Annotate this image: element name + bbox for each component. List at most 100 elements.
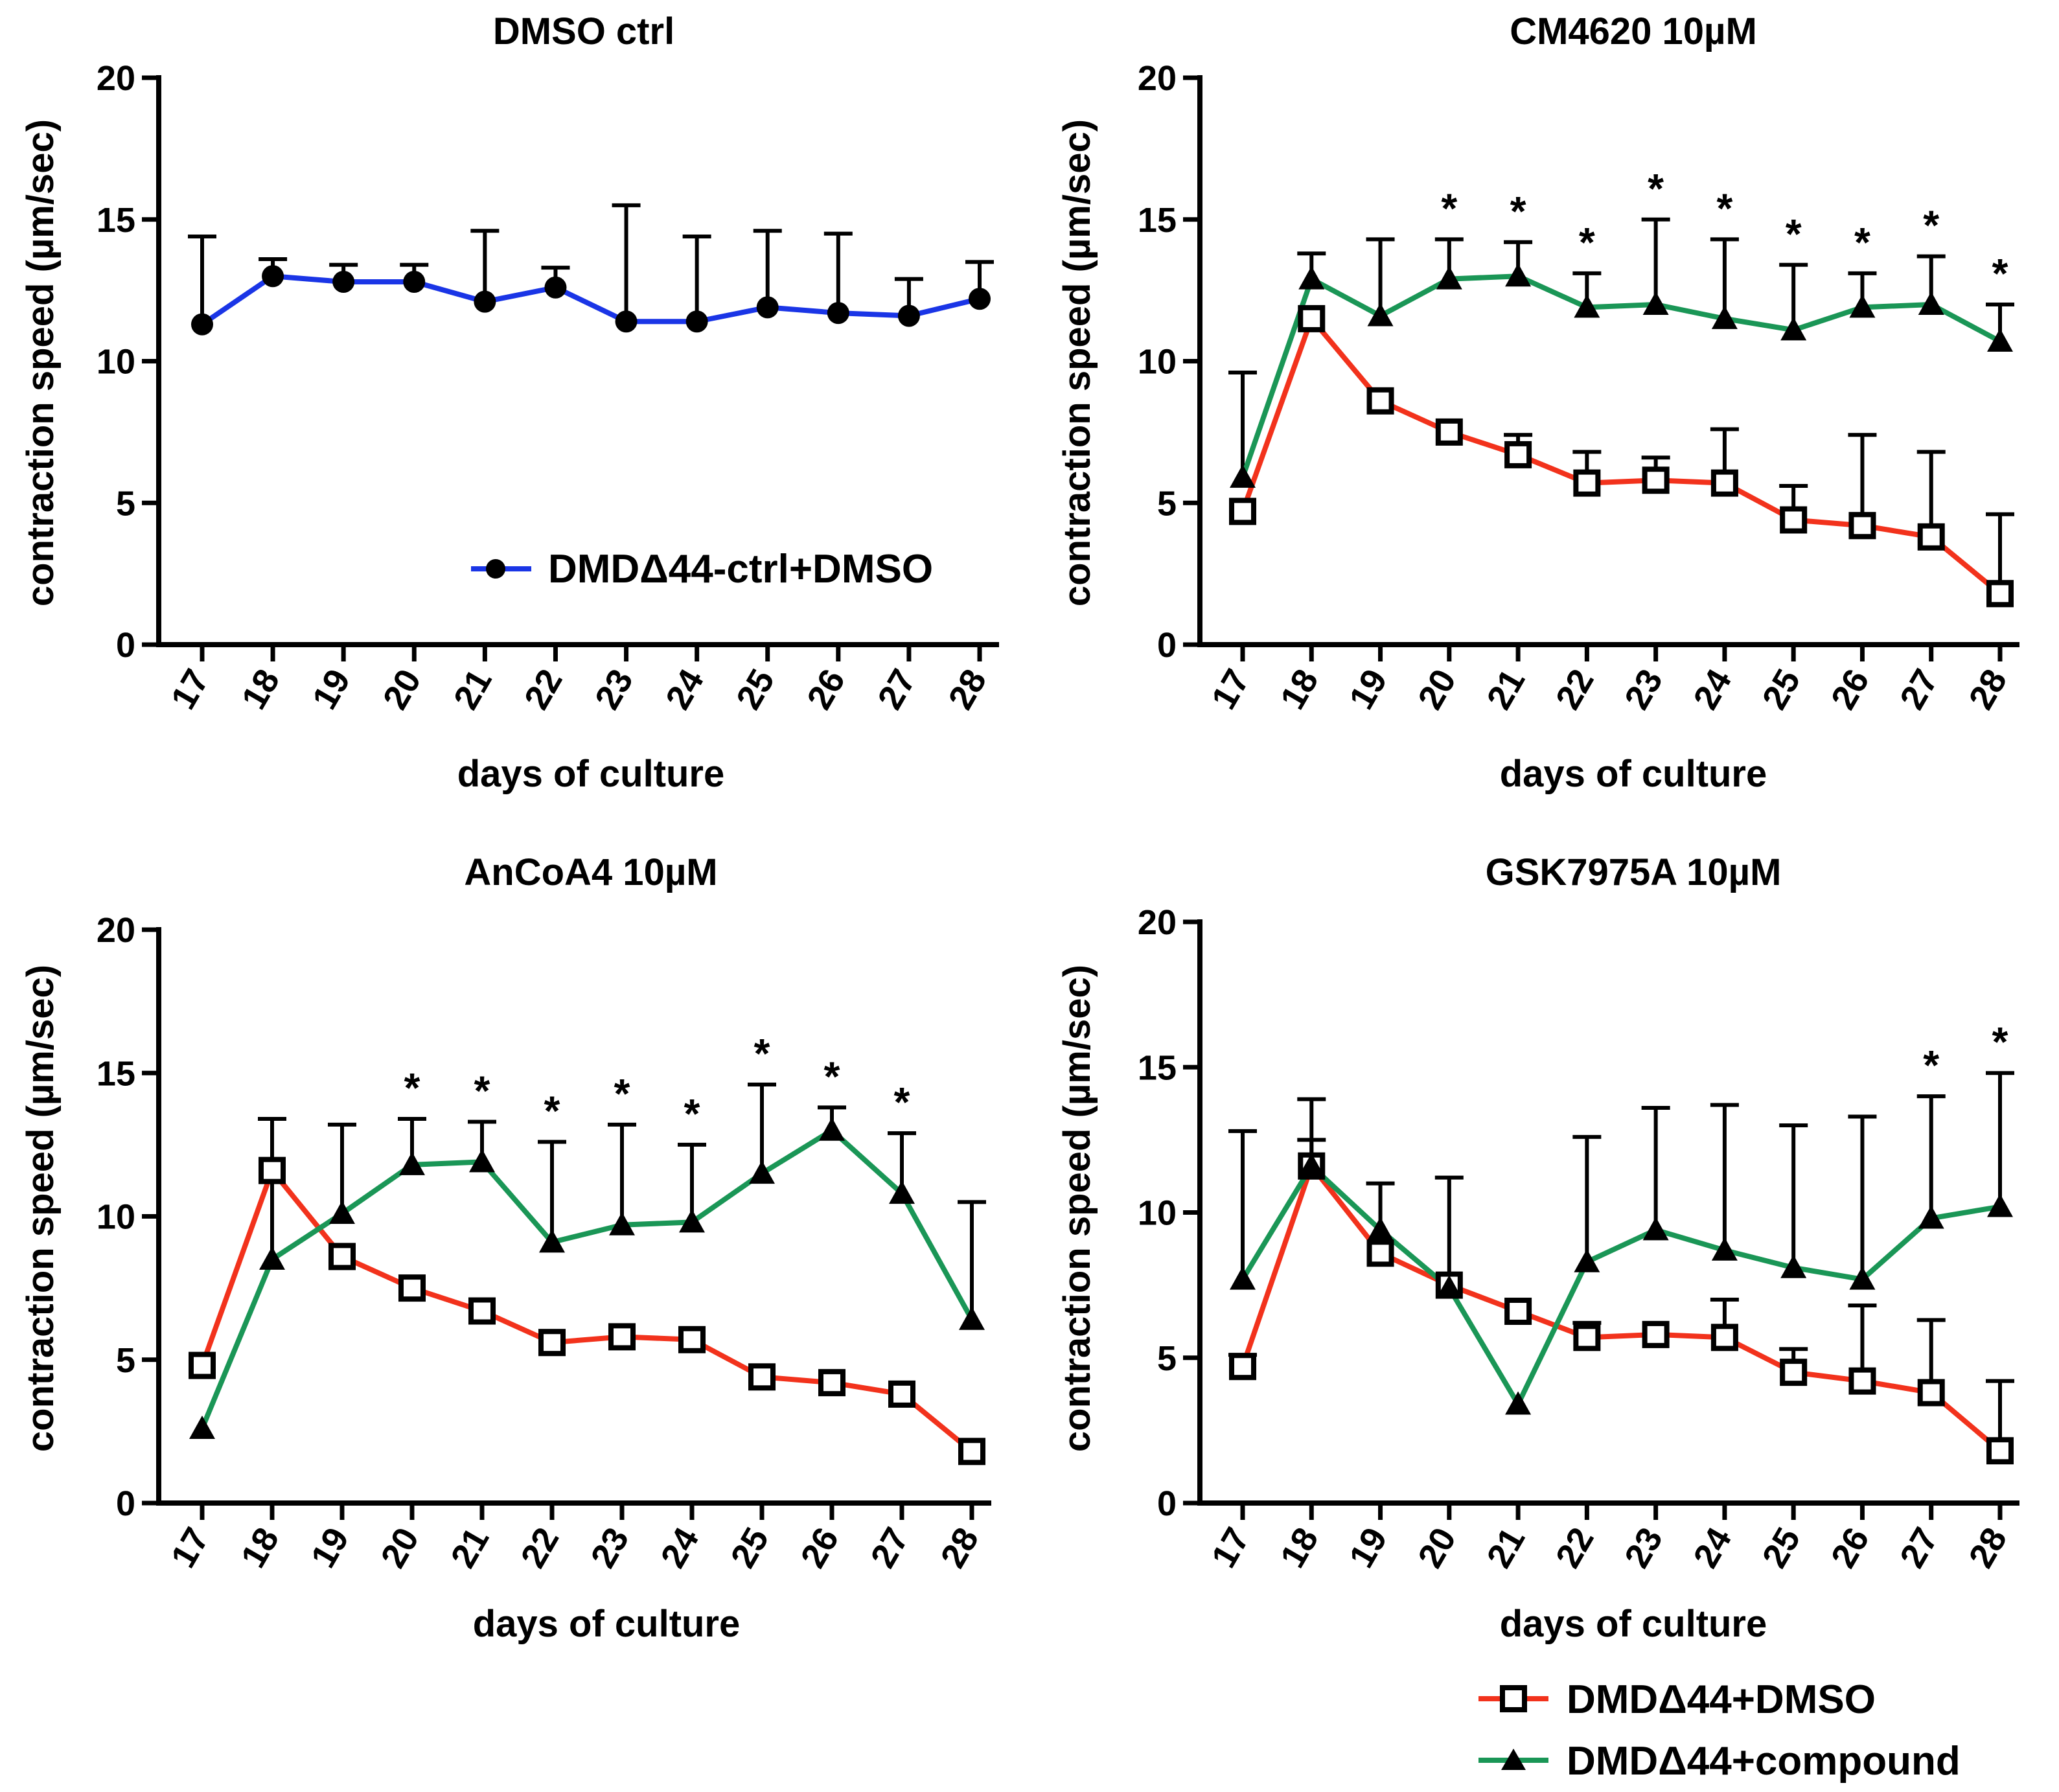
panel-cm4620: CM4620 10µM contraction speed (µm/sec) d… xyxy=(1056,10,2019,795)
data-point-compound xyxy=(749,1160,775,1184)
x-tick-label: 24 xyxy=(658,663,711,716)
data-point-compound xyxy=(539,1229,565,1253)
legend-ctrl-label: DMDΔ44-ctrl+DMSO xyxy=(548,547,933,592)
x-tick-label: 24 xyxy=(1686,663,1739,716)
data-point-compound xyxy=(1642,1217,1669,1241)
series-line-ctrl xyxy=(200,273,980,327)
x-tick-label: 19 xyxy=(305,663,358,716)
legend-ctrl-marker xyxy=(486,559,505,579)
x-tick-label: 22 xyxy=(1548,663,1602,716)
legend-ctrl: DMDΔ44-ctrl+DMSO xyxy=(471,547,933,592)
data-point-dmso xyxy=(468,1297,496,1325)
series-line-dmso xyxy=(200,1167,974,1454)
significance-star: * xyxy=(894,1079,910,1125)
data-point-compound xyxy=(1298,266,1325,290)
data-point-dmso xyxy=(1573,469,1601,497)
data-point-dmso xyxy=(1229,1353,1256,1381)
panel-4-y-label: contraction speed (µm/sec) xyxy=(1056,965,1098,1452)
y-tick-label: 15 xyxy=(97,201,135,240)
data-point-dmso xyxy=(538,1329,566,1357)
series-line-compound xyxy=(1240,1163,2001,1407)
data-point-dmso xyxy=(1917,523,1945,551)
data-point-compound xyxy=(189,1415,215,1439)
data-point-dmso xyxy=(1366,1239,1394,1267)
data-point-compound xyxy=(1505,1391,1532,1415)
x-tick-label: 20 xyxy=(1410,663,1464,716)
data-point-dmso xyxy=(888,1380,915,1408)
y-tick-label: 10 xyxy=(1138,1194,1177,1233)
y-tick-label: 10 xyxy=(97,1198,135,1237)
y-tick-label: 5 xyxy=(116,484,135,523)
y-tick-label: 5 xyxy=(1157,484,1177,523)
significance-star: * xyxy=(1716,185,1732,231)
data-point-ctrl xyxy=(332,271,355,293)
data-point-dmso xyxy=(1917,1379,1945,1407)
y-tick-label: 10 xyxy=(1138,343,1177,382)
data-point-dmso xyxy=(1710,469,1738,497)
x-tick-label: 28 xyxy=(1961,663,2014,716)
data-point-compound xyxy=(1918,1205,1944,1229)
panel-1-y-label: contraction speed (µm/sec) xyxy=(19,119,62,606)
y-tick-label: 15 xyxy=(1138,1048,1177,1087)
panel-1-title: DMSO ctrl xyxy=(493,10,674,52)
data-point-compound xyxy=(1987,328,2013,352)
x-tick-label: 28 xyxy=(941,663,994,716)
data-point-dmso xyxy=(398,1274,426,1302)
data-point-compound xyxy=(1711,305,1738,329)
data-point-compound xyxy=(1298,1153,1325,1177)
legend-dmso-label: DMDΔ44+DMSO xyxy=(1567,1677,1876,1722)
x-tick-label: 25 xyxy=(729,663,782,716)
significance-star: * xyxy=(1992,1018,2008,1065)
significance-star: * xyxy=(1786,211,1802,257)
data-point-compound xyxy=(1780,317,1807,341)
x-tick-label: 17 xyxy=(1204,1521,1257,1574)
panel-3-y-label: contraction speed (µm/sec) xyxy=(19,965,62,1452)
data-point-dmso xyxy=(1504,1297,1532,1325)
x-tick-label: 25 xyxy=(1755,1521,1808,1574)
x-tick-label: 18 xyxy=(1273,663,1326,716)
x-tick-label: 20 xyxy=(376,663,429,716)
data-point-dmso xyxy=(1780,506,1808,534)
series-line-compound xyxy=(1240,273,2001,479)
data-point-compound xyxy=(1436,1275,1462,1299)
y-tick-label: 20 xyxy=(1138,59,1177,98)
data-point-compound xyxy=(469,1149,495,1173)
data-point-dmso xyxy=(1298,304,1326,332)
legend-dmso-marker xyxy=(1500,1685,1527,1712)
data-point-ctrl xyxy=(403,271,426,293)
y-tick-label: 0 xyxy=(1157,626,1177,665)
x-tick-label: 28 xyxy=(1961,1521,2014,1574)
data-point-dmso xyxy=(1504,441,1532,468)
x-tick-label: 20 xyxy=(373,1521,426,1574)
x-tick-label: 21 xyxy=(446,663,500,716)
data-point-compound xyxy=(1574,294,1600,318)
data-point-compound xyxy=(1849,1266,1876,1290)
data-point-ctrl xyxy=(969,288,991,310)
data-point-dmso xyxy=(958,1438,985,1465)
data-point-compound xyxy=(1230,464,1256,488)
data-point-compound xyxy=(399,1151,425,1175)
data-point-dmso xyxy=(328,1243,356,1270)
data-point-dmso xyxy=(1848,1367,1876,1395)
legend-compound-marker xyxy=(1501,1749,1526,1770)
panel-gsk7975a: GSK7975A 10µM contraction speed (µm/sec)… xyxy=(1056,851,2019,1645)
significance-star: * xyxy=(474,1067,490,1114)
data-point-dmso xyxy=(1986,1437,2014,1465)
y-tick-label: 5 xyxy=(1157,1339,1177,1378)
data-point-compound xyxy=(1367,303,1394,327)
panel-2-title: CM4620 10µM xyxy=(1510,10,1757,52)
panel-2-x-label: days of culture xyxy=(1500,753,1767,795)
data-point-dmso xyxy=(748,1363,776,1391)
series-line-dmso xyxy=(1240,316,2002,596)
data-point-ctrl xyxy=(827,302,849,325)
significance-star: * xyxy=(754,1030,770,1077)
x-tick-label: 24 xyxy=(653,1521,706,1574)
x-tick-label: 18 xyxy=(234,663,287,716)
data-point-dmso xyxy=(1848,512,1876,540)
y-tick-label: 10 xyxy=(97,343,135,382)
x-tick-label: 23 xyxy=(588,663,641,716)
x-tick-label: 21 xyxy=(1479,663,1532,716)
significance-star: * xyxy=(684,1090,700,1137)
x-tick-label: 18 xyxy=(1273,1521,1326,1574)
panel-3-plot: 0 5 10 15 20 17 18 19 20 21 22 23 24 25 26 27 28 * * * * * * * * xyxy=(97,911,991,1574)
